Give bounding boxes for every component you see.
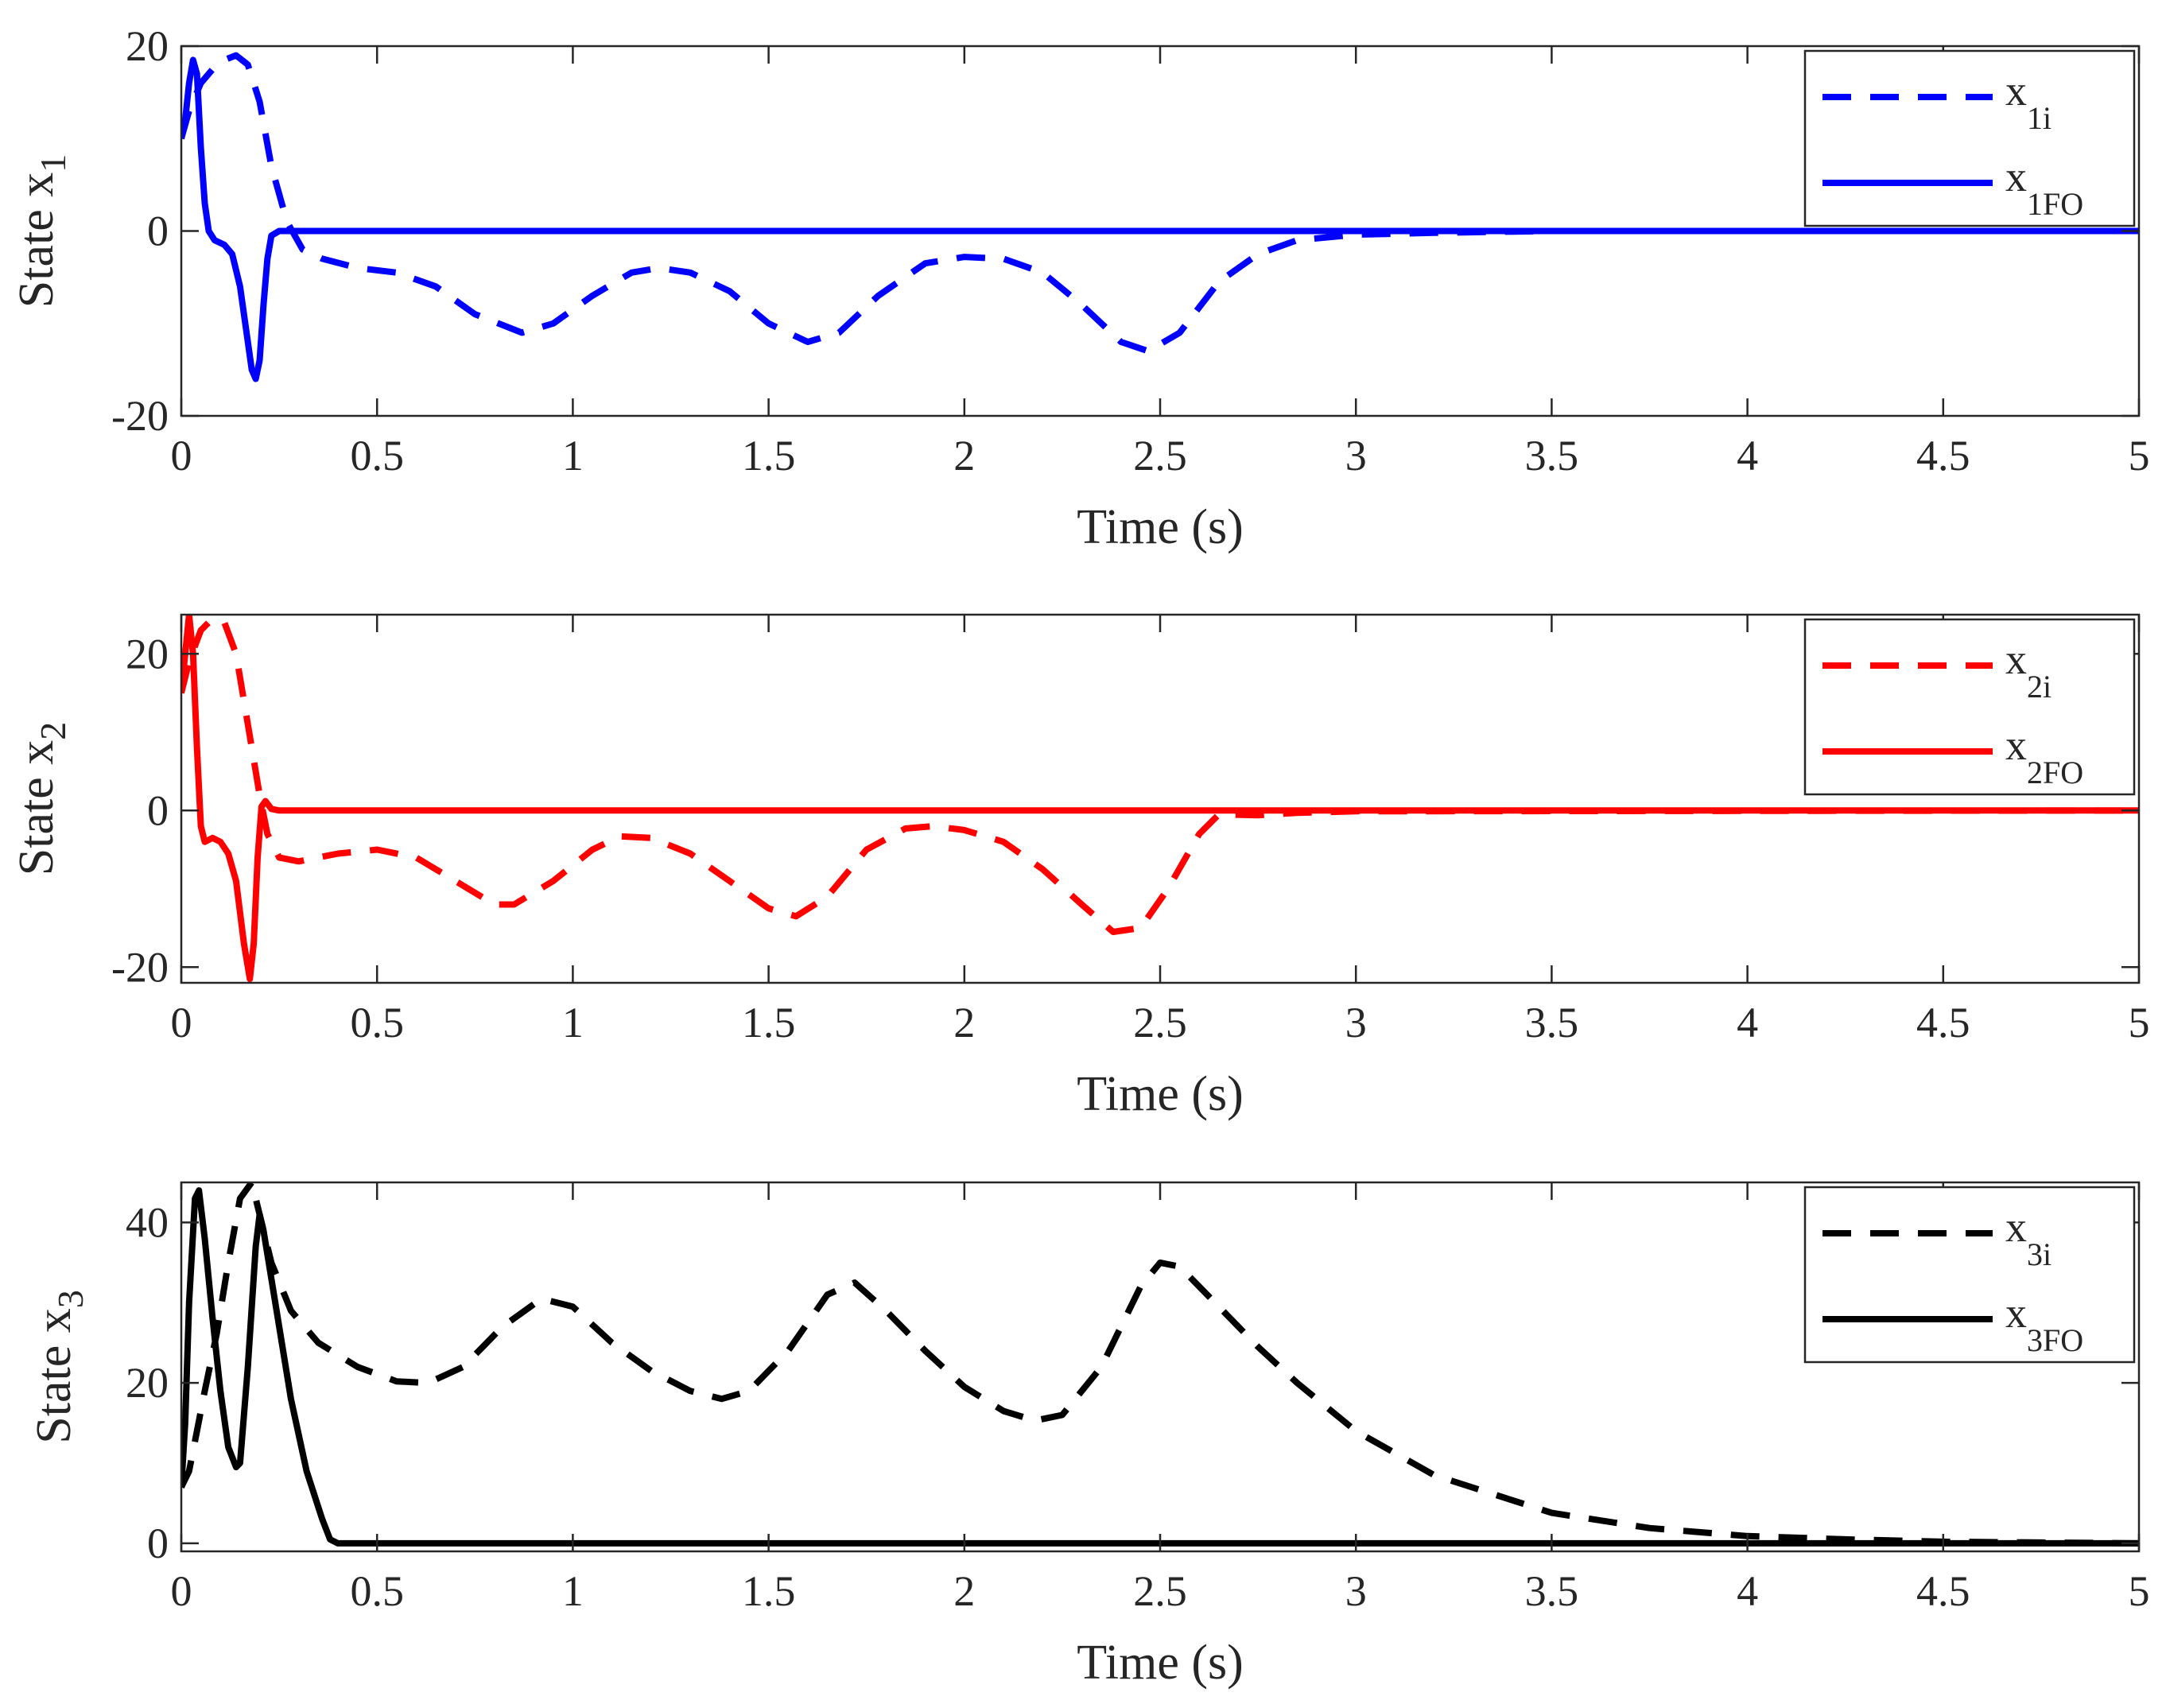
- x-tick-label: 3.5: [1525, 1567, 1579, 1615]
- x-tick-label: 2: [953, 432, 975, 479]
- x-tick-label: 3: [1345, 432, 1367, 479]
- x-tick-label: 3.5: [1525, 432, 1579, 479]
- x-tick-label: 1.5: [742, 1567, 796, 1615]
- chart-panel-3: 0 0.5 1 1.5 2 2.5 3 3.5 4 4.5 5 0 20 40 Time (s) State …: [27, 1181, 2150, 1690]
- x-axis-label: Time (s): [1077, 1636, 1244, 1690]
- x-tick-label: 3: [1345, 999, 1367, 1046]
- legend-box: [1803, 618, 2136, 796]
- y-axis-label-sub: 1: [33, 154, 73, 173]
- x-tick-label: 1: [562, 432, 584, 479]
- x-tick-label: 0: [171, 432, 192, 479]
- legend-label-sub: 2FO: [2027, 755, 2083, 790]
- x-tick-label: 4.5: [1916, 1567, 1970, 1615]
- x-tick-label: 2: [953, 1567, 975, 1615]
- y-tick-label: 20: [126, 22, 169, 70]
- x-tick-label: 4: [1737, 432, 1758, 479]
- y-tick-label: 40: [126, 1198, 169, 1246]
- legend-label-base: x: [2005, 1289, 2027, 1337]
- legend-label: x1i: [2005, 67, 2051, 136]
- y-axis-label-sub: 3: [50, 1290, 91, 1308]
- y-tick-label: 0: [147, 208, 169, 255]
- x-tick-label: 3: [1345, 1567, 1367, 1615]
- legend-label-base: x: [2005, 1203, 2027, 1251]
- x-tick-label: 1: [562, 999, 584, 1046]
- x-tick-label: 0.5: [350, 1567, 404, 1615]
- series-line-x_1FO: [181, 56, 2139, 382]
- legend-label: x3i: [2005, 1203, 2051, 1272]
- series-line-x_3FO: [181, 1187, 2139, 1547]
- y-axis-label-base: State x: [10, 740, 64, 875]
- legend-box: [1803, 49, 2136, 227]
- legend-label: x2FO: [2005, 721, 2083, 790]
- legend-label-sub: 1FO: [2027, 186, 2083, 222]
- x-axis-label: Time (s): [1077, 500, 1244, 554]
- legend-label-sub: 3i: [2027, 1236, 2051, 1272]
- y-tick-label: 20: [126, 1359, 169, 1407]
- legend-label-base: x: [2005, 721, 2027, 769]
- y-axis-label-base: State x: [10, 173, 64, 308]
- legend-label-base: x: [2005, 635, 2027, 683]
- x-tick-label: 2: [953, 999, 975, 1046]
- legend-label-sub: 3FO: [2027, 1322, 2083, 1358]
- x-tick-label: 1.5: [742, 999, 796, 1046]
- legend-box: [1803, 1186, 2136, 1364]
- legend-label: x3FO: [2005, 1289, 2083, 1358]
- x-tick-label: 4: [1737, 1567, 1758, 1615]
- legend-label-base: x: [2005, 153, 2027, 200]
- series-line-x_2i: [181, 615, 2139, 935]
- x-tick-label: 2.5: [1133, 999, 1187, 1046]
- x-tick-label: 1.5: [742, 432, 796, 479]
- legend-label-sub: 1i: [2027, 100, 2051, 136]
- x-tick-label: 1: [562, 1567, 584, 1615]
- y-axis-label-sub: 2: [33, 722, 73, 740]
- y-axis-label: State x1: [10, 154, 73, 308]
- legend-label: x1FO: [2005, 153, 2083, 222]
- series-line-x_2FO: [181, 615, 2139, 983]
- x-tick-label: 5: [2129, 1567, 2150, 1615]
- y-axis-label-base: State x: [27, 1308, 81, 1443]
- y-tick-label: -20: [111, 392, 169, 440]
- x-tick-label: 4.5: [1916, 432, 1970, 479]
- x-tick-label: 2.5: [1133, 432, 1187, 479]
- legend-label-sub: 2i: [2027, 669, 2051, 705]
- y-tick-label: 20: [126, 630, 169, 677]
- x-axis-label: Time (s): [1077, 1067, 1244, 1121]
- x-tick-label: 5: [2129, 999, 2150, 1046]
- x-tick-label: 4.5: [1916, 999, 1970, 1046]
- y-axis-label: State x2: [10, 722, 73, 875]
- y-axis-label: State x3: [27, 1290, 91, 1443]
- x-tick-label: 5: [2129, 432, 2150, 479]
- legend-label-base: x: [2005, 67, 2027, 115]
- y-tick-label: -20: [111, 943, 169, 991]
- y-tick-label: 0: [147, 1520, 169, 1567]
- x-tick-label: 4: [1737, 999, 1758, 1046]
- x-tick-label: 3.5: [1525, 999, 1579, 1046]
- series-line-x_1i: [181, 52, 2139, 355]
- x-tick-label: 0: [171, 999, 192, 1046]
- x-tick-label: 2.5: [1133, 1567, 1187, 1615]
- x-tick-label: 0.5: [350, 999, 404, 1046]
- y-tick-label: 0: [147, 786, 169, 834]
- x-tick-label: 0: [171, 1567, 192, 1615]
- x-tick-label: 0.5: [350, 432, 404, 479]
- legend-label: x2i: [2005, 635, 2051, 705]
